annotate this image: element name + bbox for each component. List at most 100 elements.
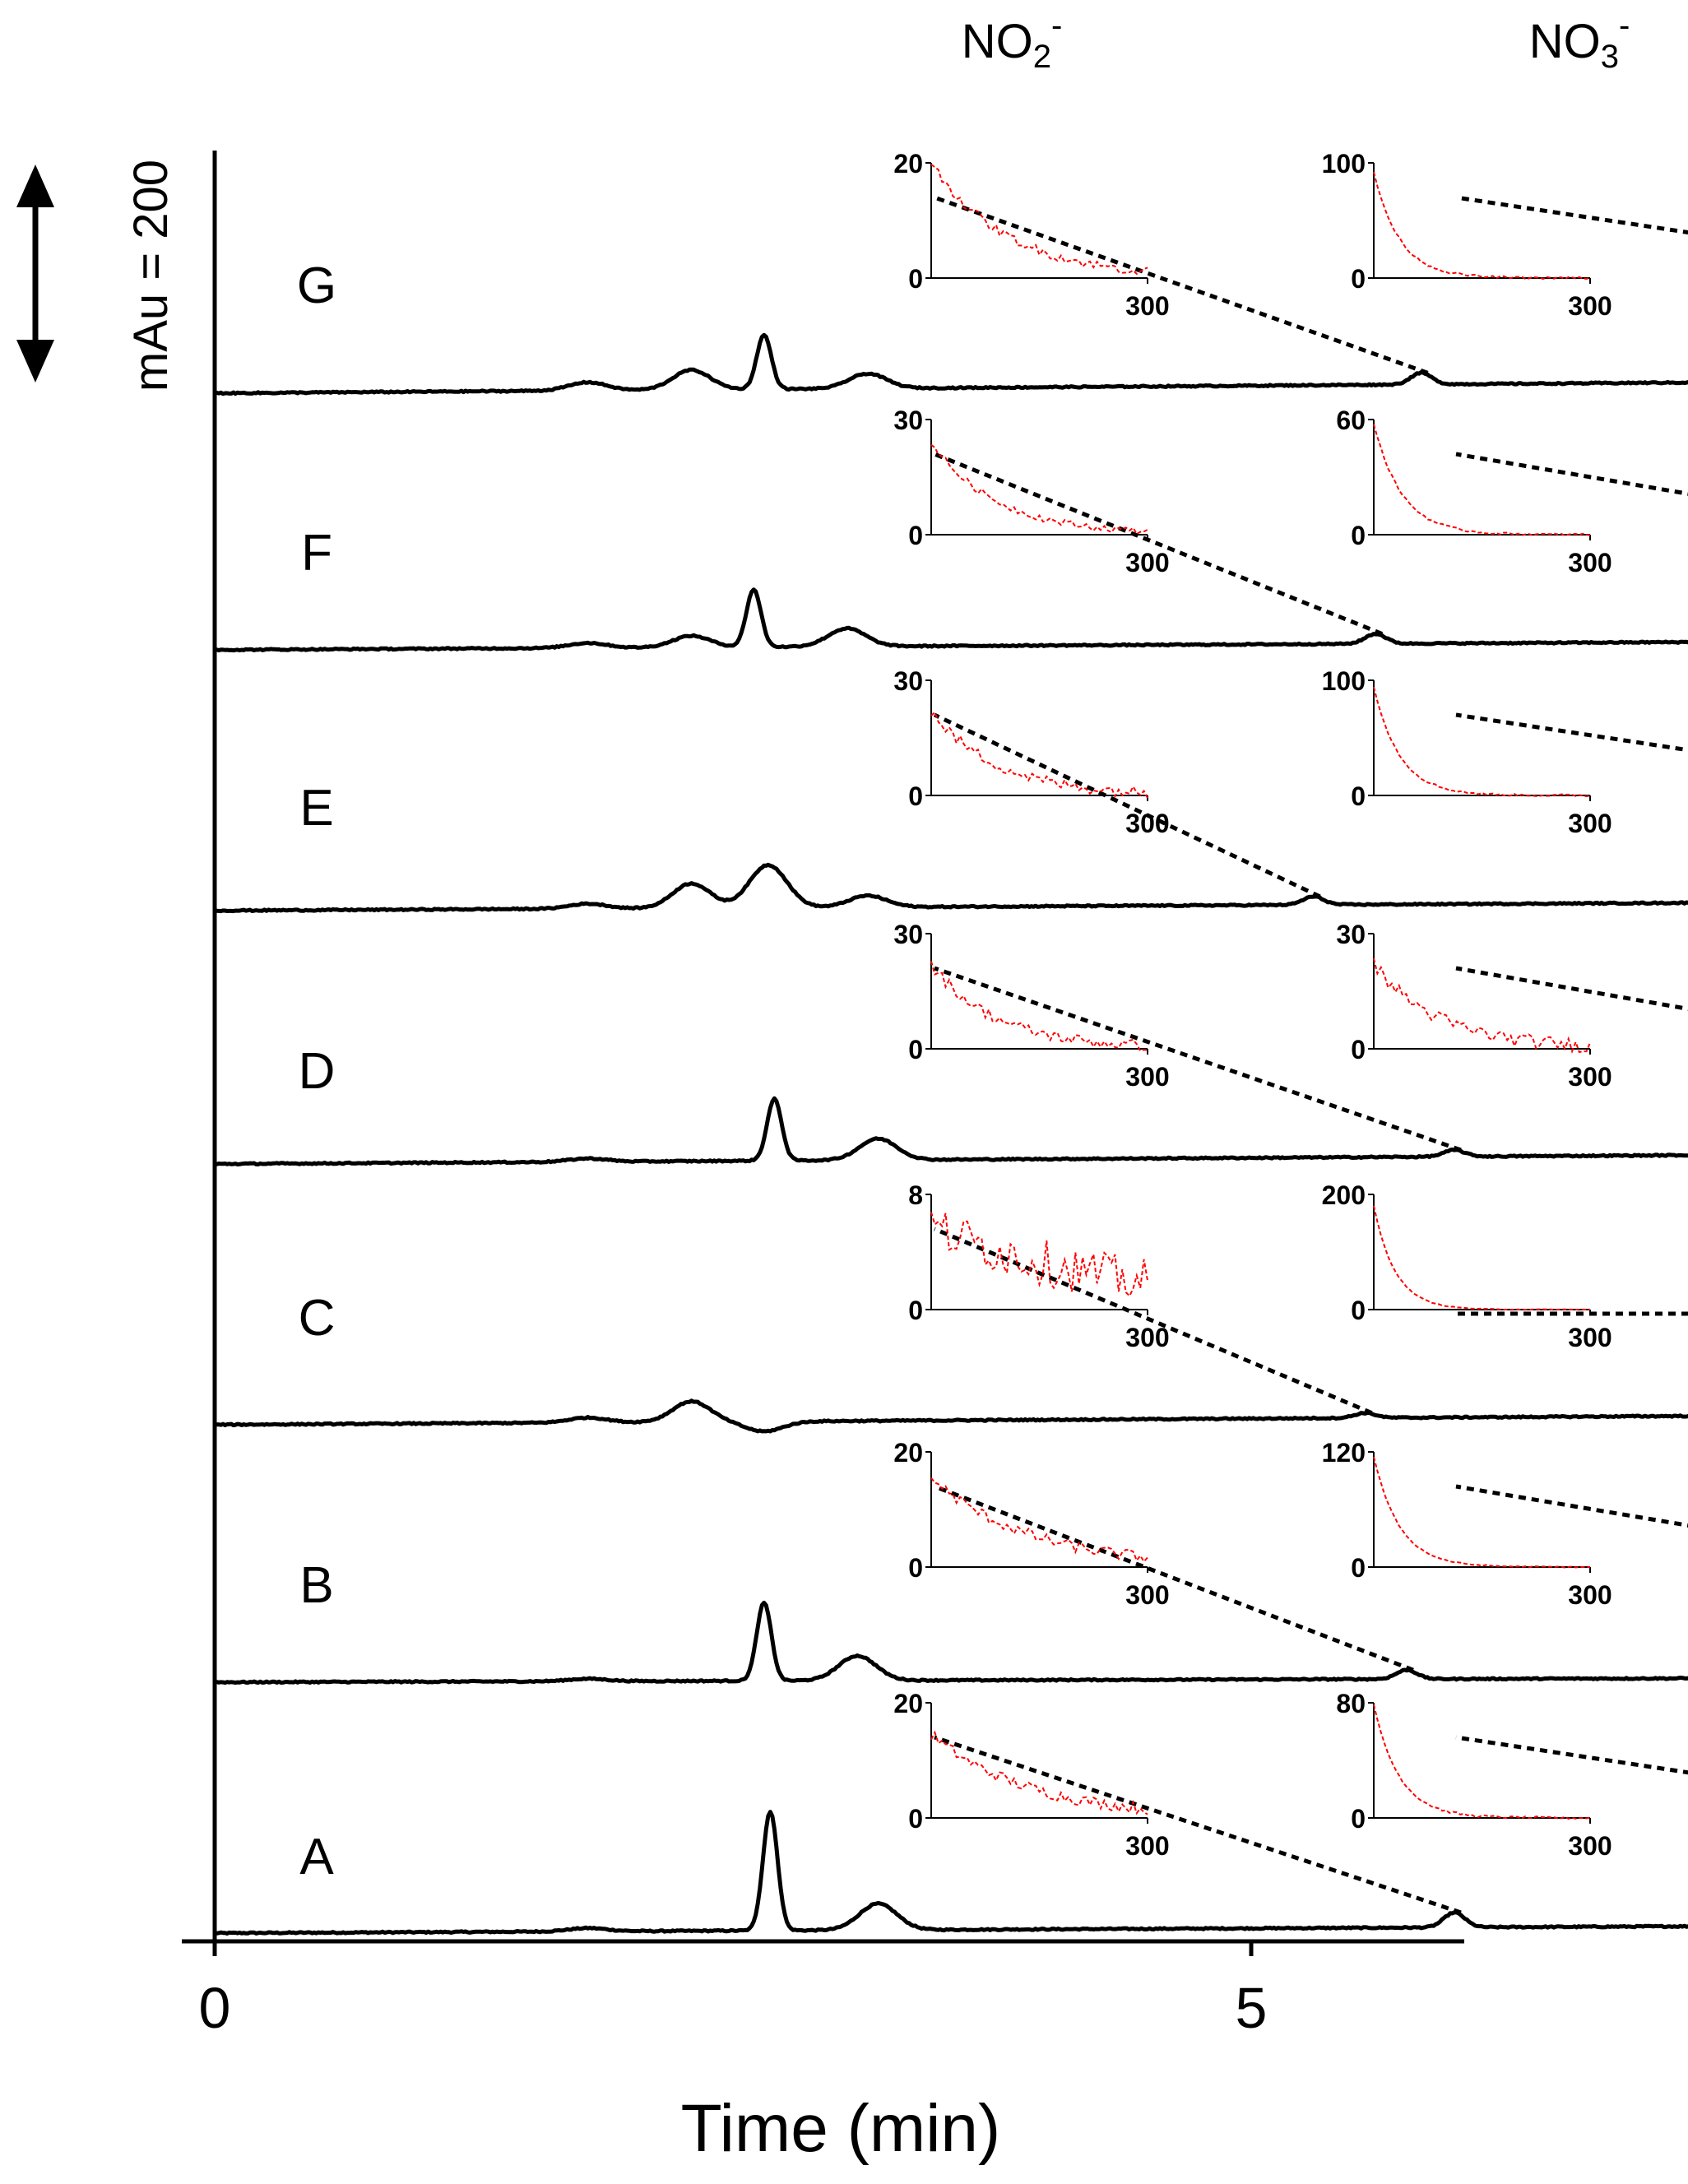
trace-line-g: [214, 332, 1688, 396]
inset-x-max-label: 300: [1568, 1323, 1611, 1352]
inset-decay-curve: [1373, 424, 1591, 536]
inset-decay-curve: [1373, 1205, 1591, 1311]
scale-bar: mAu = 200: [16, 160, 178, 392]
inset-connector: [934, 1484, 1414, 1672]
inset-decay-curve: [930, 1477, 1148, 1563]
inset-decay-curve: [1373, 686, 1591, 798]
inset-decay-curve: [930, 711, 1148, 799]
trace-line-e: [214, 862, 1688, 914]
inset-x-max-label: 300: [1568, 291, 1611, 321]
inset-y-max-label: 80: [1336, 1689, 1366, 1718]
inset-x-max-label: 300: [1125, 1323, 1169, 1352]
inset-y-zero-label: 0: [908, 781, 923, 811]
trace-label-c: C: [299, 1290, 336, 1347]
inset-y-zero-label: 0: [1351, 264, 1366, 294]
trace-line-b: [214, 1600, 1688, 1686]
inset-x-max-label: 300: [1125, 291, 1169, 321]
inset-connector: [1455, 1735, 1688, 1775]
inset-connector: [1455, 966, 1688, 1011]
inset-y-zero-label: 0: [908, 521, 923, 550]
inset-y-zero-label: 0: [908, 1296, 923, 1325]
inset-x-max-label: 300: [1568, 1580, 1611, 1610]
inset-y-max-label: 20: [893, 1689, 923, 1718]
trace-label-b: B: [299, 1557, 333, 1614]
x-tick-label: 5: [1236, 1976, 1268, 2040]
inset-x-max-label: 300: [1125, 809, 1169, 838]
trace-label-f: F: [301, 525, 332, 582]
inset-x-max-label: 300: [1568, 548, 1611, 577]
inset-x-max-label: 300: [1568, 809, 1611, 838]
inset-y-max-label: 100: [1322, 149, 1366, 179]
scale-bar-label: mAu = 200: [124, 160, 178, 392]
inset-x-max-label: 300: [1568, 1831, 1611, 1861]
inset-decay-curve: [930, 1730, 1148, 1815]
inset-y-zero-label: 0: [908, 1553, 923, 1583]
nitrate-inset-g: 100 0 300: [1322, 149, 1688, 321]
inset-y-max-label: 60: [1336, 406, 1366, 435]
inset-decay-curve: [1373, 1704, 1591, 1820]
x-tick-label: 0: [199, 1976, 231, 2040]
nitrate-inset-e: 100 0 300: [1322, 666, 1688, 838]
inset-decay-curve: [930, 1212, 1148, 1297]
inset-y-zero-label: 0: [1351, 1035, 1366, 1064]
inset-connector: [933, 712, 1321, 899]
inset-y-max-label: 8: [908, 1180, 923, 1210]
trace-label-e: E: [299, 780, 333, 837]
nitrate-inset-c: 200 0 300: [1322, 1180, 1688, 1352]
trace-label-a: A: [299, 1829, 334, 1885]
inset-y-zero-label: 0: [908, 1035, 923, 1064]
inset-plots: 2003008003002003001200300803002000300300…: [893, 149, 1688, 1915]
inset-y-max-label: 30: [893, 920, 923, 949]
inset-connector: [934, 1735, 1462, 1915]
trace-line-c: [214, 1398, 1688, 1434]
inset-y-max-label: 120: [1322, 1438, 1366, 1468]
inset-y-zero-label: 0: [908, 264, 923, 294]
trace-line-d: [214, 1096, 1688, 1166]
inset-y-max-label: 30: [893, 406, 923, 435]
x-axis-ticks: 0510: [199, 1941, 1268, 2040]
chromatogram-traces: A B C D E F G: [214, 257, 1688, 1936]
trace-line-f: [214, 587, 1688, 653]
nitrate-inset-f: 60 0 300: [1336, 406, 1688, 577]
inset-x-max-label: 300: [1125, 1831, 1169, 1861]
nitrite-inset-g: 20 0 300: [893, 149, 1429, 375]
inset-connector: [1455, 195, 1688, 235]
trace-label-d: D: [299, 1043, 336, 1100]
inset-y-zero-label: 0: [1351, 1553, 1366, 1583]
inset-x-max-label: 300: [1568, 1062, 1611, 1092]
inset-y-zero-label: 0: [1351, 521, 1366, 550]
nitrate-header-label: NO3-: [1529, 7, 1630, 75]
scale-bar-arrow-up-icon: [16, 165, 54, 207]
scale-bar-arrow-down-icon: [16, 340, 54, 383]
x-axis-title: Time (min): [681, 2091, 1001, 2166]
nitrite-inset-c: 8 0 300: [908, 1180, 1373, 1415]
inset-connector: [934, 195, 1429, 375]
nitrite-header-label: NO2-: [962, 7, 1063, 75]
inset-connector: [1455, 1484, 1688, 1528]
inset-decay-curve: [1373, 1456, 1591, 1569]
inset-y-zero-label: 0: [1351, 781, 1366, 811]
nitrite-inset-a: 20 0 300: [893, 1689, 1462, 1915]
inset-connector: [1455, 452, 1688, 496]
inset-y-max-label: 20: [893, 149, 923, 179]
nitrate-inset-a: 80 0 300: [1336, 1689, 1688, 1861]
inset-y-max-label: 30: [1336, 920, 1366, 949]
inset-x-max-label: 300: [1125, 1062, 1169, 1092]
nitrate-inset-b: 120 0 300: [1322, 1438, 1688, 1610]
inset-x-max-label: 300: [1125, 1580, 1169, 1610]
inset-y-max-label: 30: [893, 666, 923, 696]
inset-y-max-label: 100: [1322, 666, 1366, 696]
inset-decay-curve: [930, 443, 1148, 536]
inset-decay-curve: [1373, 958, 1591, 1054]
inset-connector: [934, 1226, 1373, 1415]
trace-label-g: G: [297, 257, 336, 314]
inset-connector: [934, 452, 1384, 636]
inset-connector: [934, 966, 1462, 1152]
inset-y-zero-label: 0: [1351, 1296, 1366, 1325]
inset-decay-curve: [930, 961, 1148, 1052]
